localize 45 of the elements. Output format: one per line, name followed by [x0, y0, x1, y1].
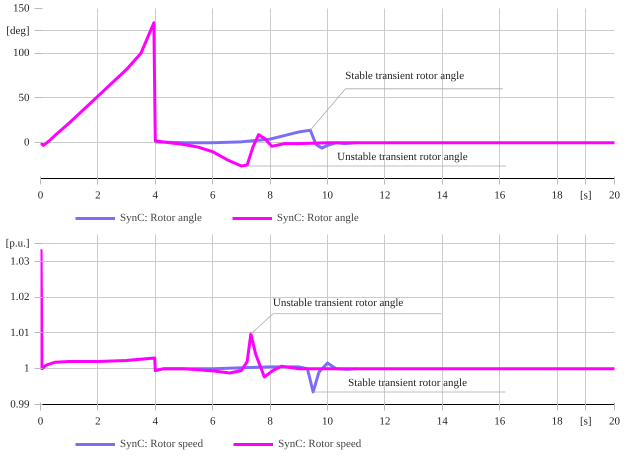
annotation: Unstable transient rotor angle: [337, 150, 468, 163]
x-tick-label: 14: [436, 416, 448, 428]
x-tick-label: 2: [95, 190, 101, 202]
y-tick-label: [deg]: [6, 24, 30, 37]
x-tick-label: 18: [552, 190, 564, 202]
y-tick-label: 1.02: [10, 291, 30, 304]
y-tick-label: 100: [13, 47, 30, 60]
y-tick-label: [p.u.]: [6, 237, 30, 250]
line-series: [40, 249, 614, 378]
x-tick-label: 4: [152, 190, 159, 202]
x-tick-label: 6: [210, 190, 216, 202]
x-tick-label: 12: [379, 190, 390, 202]
x-tick-label: [s]: [580, 190, 592, 202]
x-tick-label: 20: [609, 416, 620, 428]
x-tick-label: 14: [436, 190, 448, 202]
legend-label: SynC: Rotor speed: [278, 438, 362, 450]
y-tick-label: 150: [13, 2, 30, 14]
x-tick-label: 8: [267, 416, 274, 428]
y-tick-label: 1.03: [10, 255, 30, 268]
x-tick-label: 10: [322, 190, 334, 202]
x-tick-label: 20: [609, 190, 620, 202]
x-tick-label: 6: [210, 416, 216, 428]
x-tick-label: [s]: [580, 416, 592, 428]
x-tick-label: 18: [552, 416, 564, 428]
x-tick-label: 0: [38, 416, 44, 428]
x-tick-label: 8: [267, 190, 274, 202]
legend-label: SynC: Rotor angle: [276, 212, 359, 224]
line-series: [40, 21, 614, 168]
x-tick-label: 16: [494, 190, 506, 202]
y-tick-label: 0.99: [10, 398, 30, 410]
x-tick-label: 4: [152, 416, 159, 428]
y-tick-label: 0: [24, 136, 30, 149]
legend-label: SynC: Rotor speed: [120, 438, 204, 450]
annotation: Stable transient rotor angle: [345, 70, 464, 82]
x-tick-label: 2: [95, 416, 101, 428]
y-tick-label: 1: [24, 362, 30, 375]
x-tick-label: 10: [322, 416, 334, 428]
y-tick-label: 1.01: [10, 326, 30, 339]
annotation: Unstable transient rotor angle: [272, 296, 404, 309]
x-tick-label: 12: [379, 416, 390, 428]
x-tick-label: 16: [494, 416, 506, 428]
legend-label: SynC: Rotor angle: [120, 212, 202, 224]
x-tick-label: 0: [38, 190, 44, 202]
annotation: Stable transient rotor angle: [348, 376, 468, 389]
y-tick-label: 50: [18, 92, 30, 104]
